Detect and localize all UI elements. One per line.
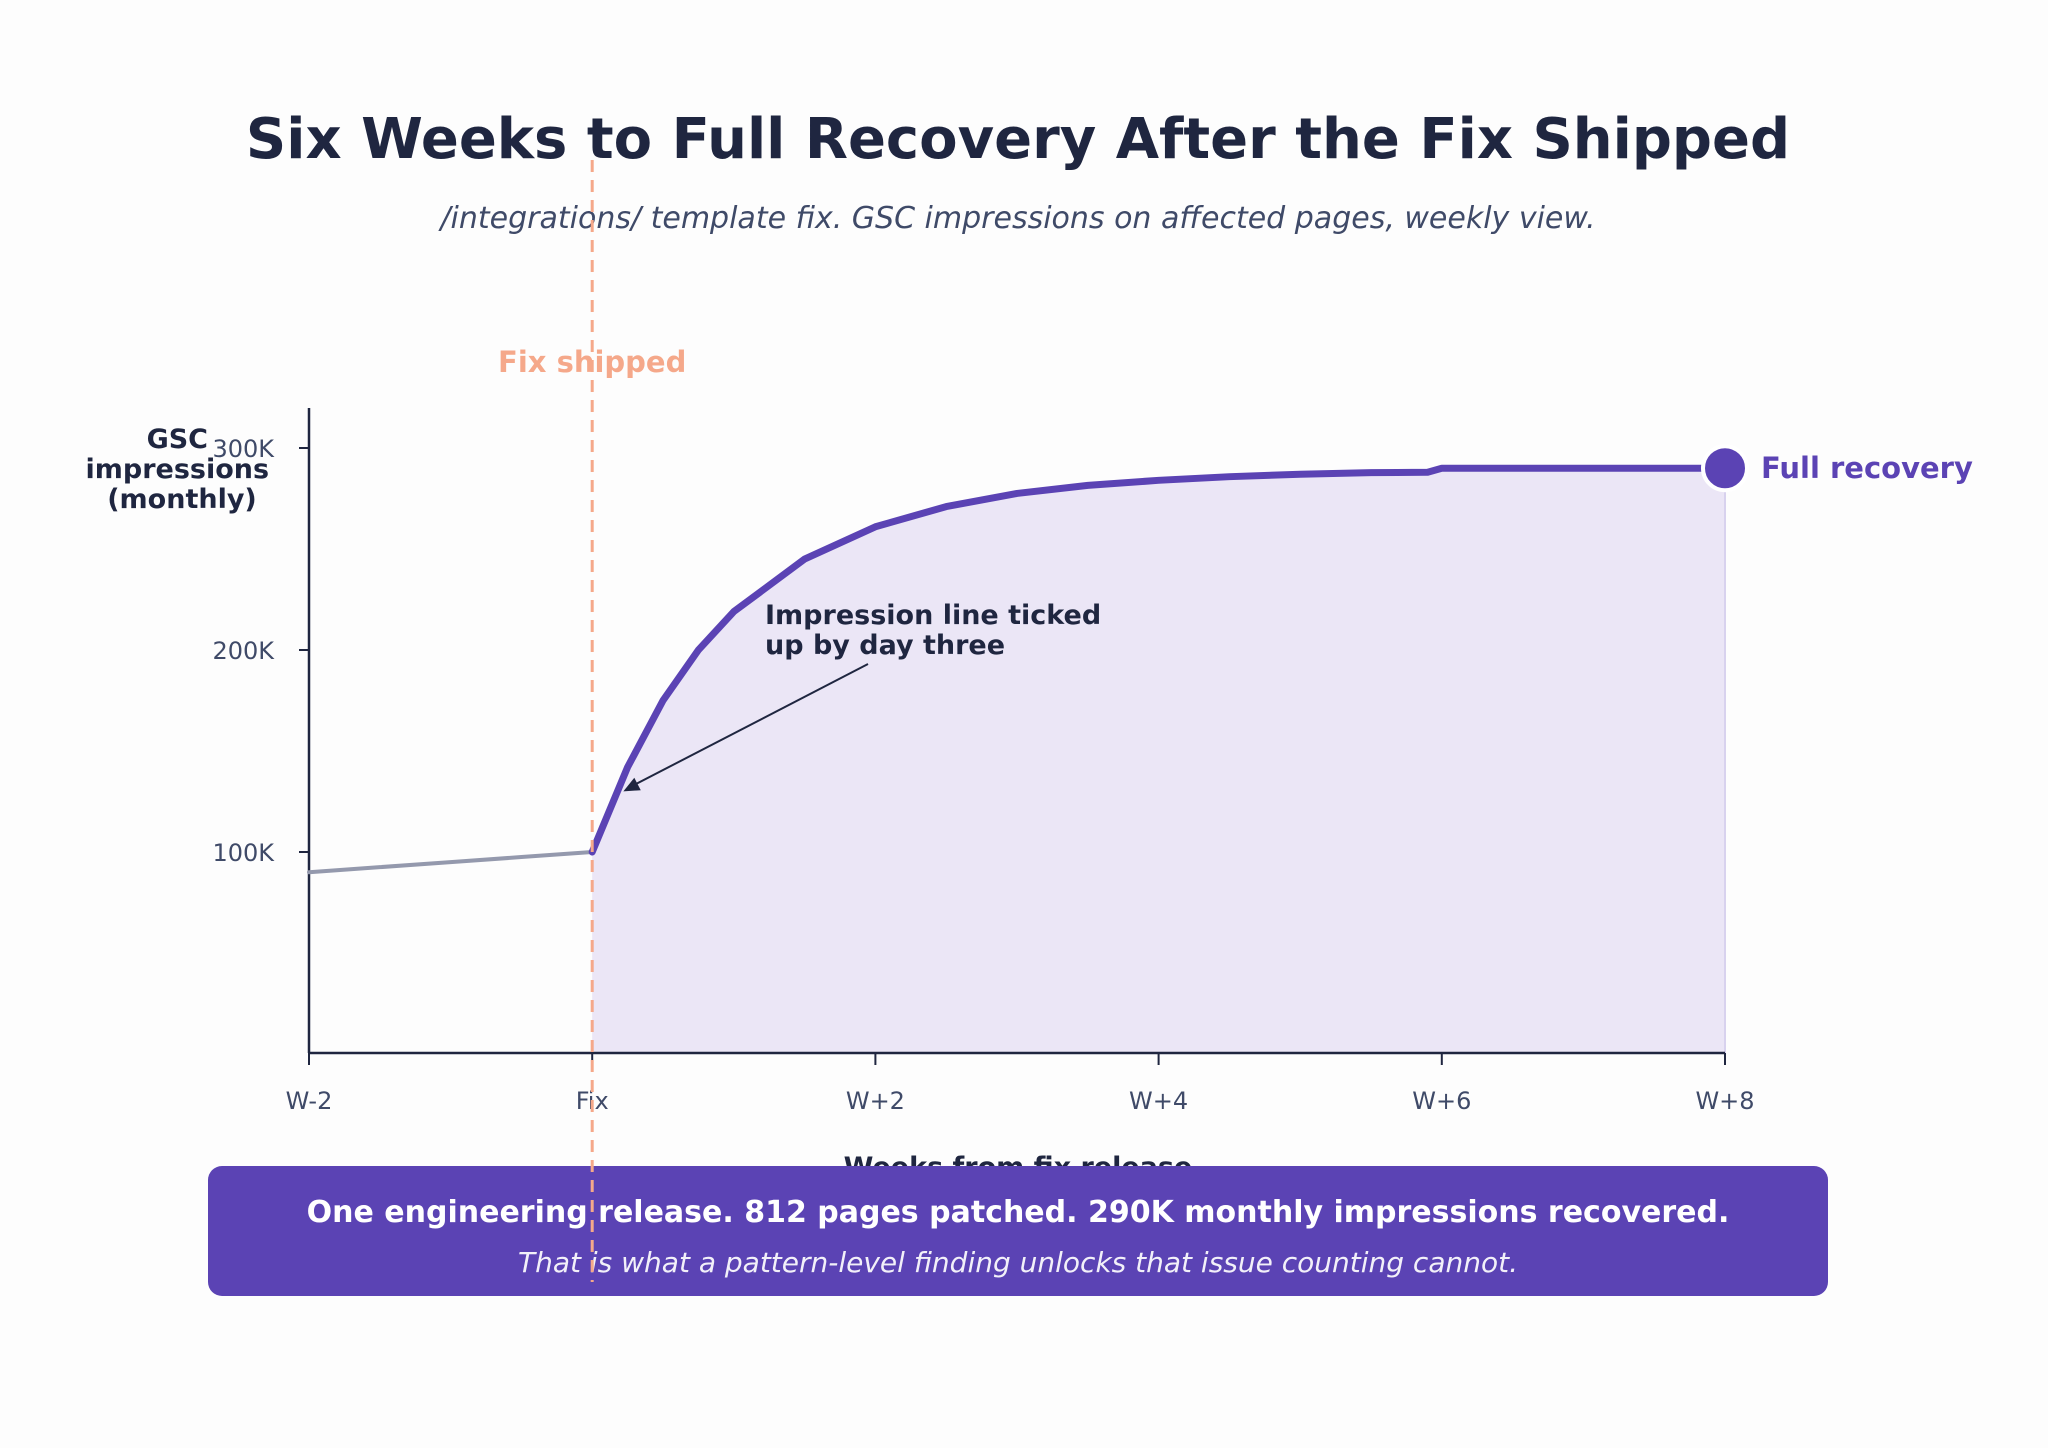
recovery-area-layer [592, 468, 1726, 1054]
x-tick-label: W-2 [286, 1087, 333, 1115]
full-recovery-marker [1701, 444, 1749, 493]
x-tick-label: W+8 [1695, 1087, 1754, 1115]
fix-shipped-label: Fix shipped [498, 345, 686, 379]
summary-callout-box [208, 1166, 1828, 1296]
y-axis-label-line-3: (monthly) [107, 484, 257, 515]
pre-fix-line [307, 850, 595, 875]
y-axis-label-line-1: GSC [147, 424, 208, 455]
y-axis-label-line-2: impressions [86, 454, 270, 485]
y-tick-label: 200K [212, 637, 275, 665]
x-tick-label: W+4 [1129, 1087, 1188, 1115]
y-tick-label: 100K [212, 839, 275, 867]
tick-up-annotation-line: up by day three [765, 630, 1005, 661]
annotation-layer: Impression line ticked up by day three Ful… [623, 444, 1973, 792]
recovery-area-fill [592, 468, 1726, 1054]
chart-subtitle: /integrations/ template fix. GSC impress… [437, 201, 1595, 236]
chart-title: Six Weeks to Full Recovery After the Fix… [246, 107, 1790, 172]
x-tick-label: W+2 [846, 1087, 905, 1115]
summary-callout: One engineering release. 812 pages patch… [208, 1166, 1828, 1296]
tick-up-arrow-head [623, 777, 641, 792]
tick-up-annotation-line: Impression line ticked [765, 600, 1101, 631]
tick-up-annotation: Impression line ticked up by day three [765, 600, 1101, 661]
summary-callout-subline: That is what a pattern-level finding unl… [518, 1246, 1518, 1279]
full-recovery-label: Full recovery [1761, 451, 1973, 485]
fix-marker-layer: Fix shipped [498, 160, 686, 1282]
tick-up-arrow-shaft [632, 663, 869, 787]
recovery-line [588, 464, 1729, 856]
y-tick-label: 300K [212, 435, 275, 463]
summary-callout-headline: One engineering release. 812 pages patch… [307, 1195, 1730, 1230]
y-axis-label: GSC impressions (monthly) [86, 424, 279, 515]
x-tick-label: W+6 [1412, 1087, 1471, 1115]
series-line-layer [307, 464, 1729, 875]
